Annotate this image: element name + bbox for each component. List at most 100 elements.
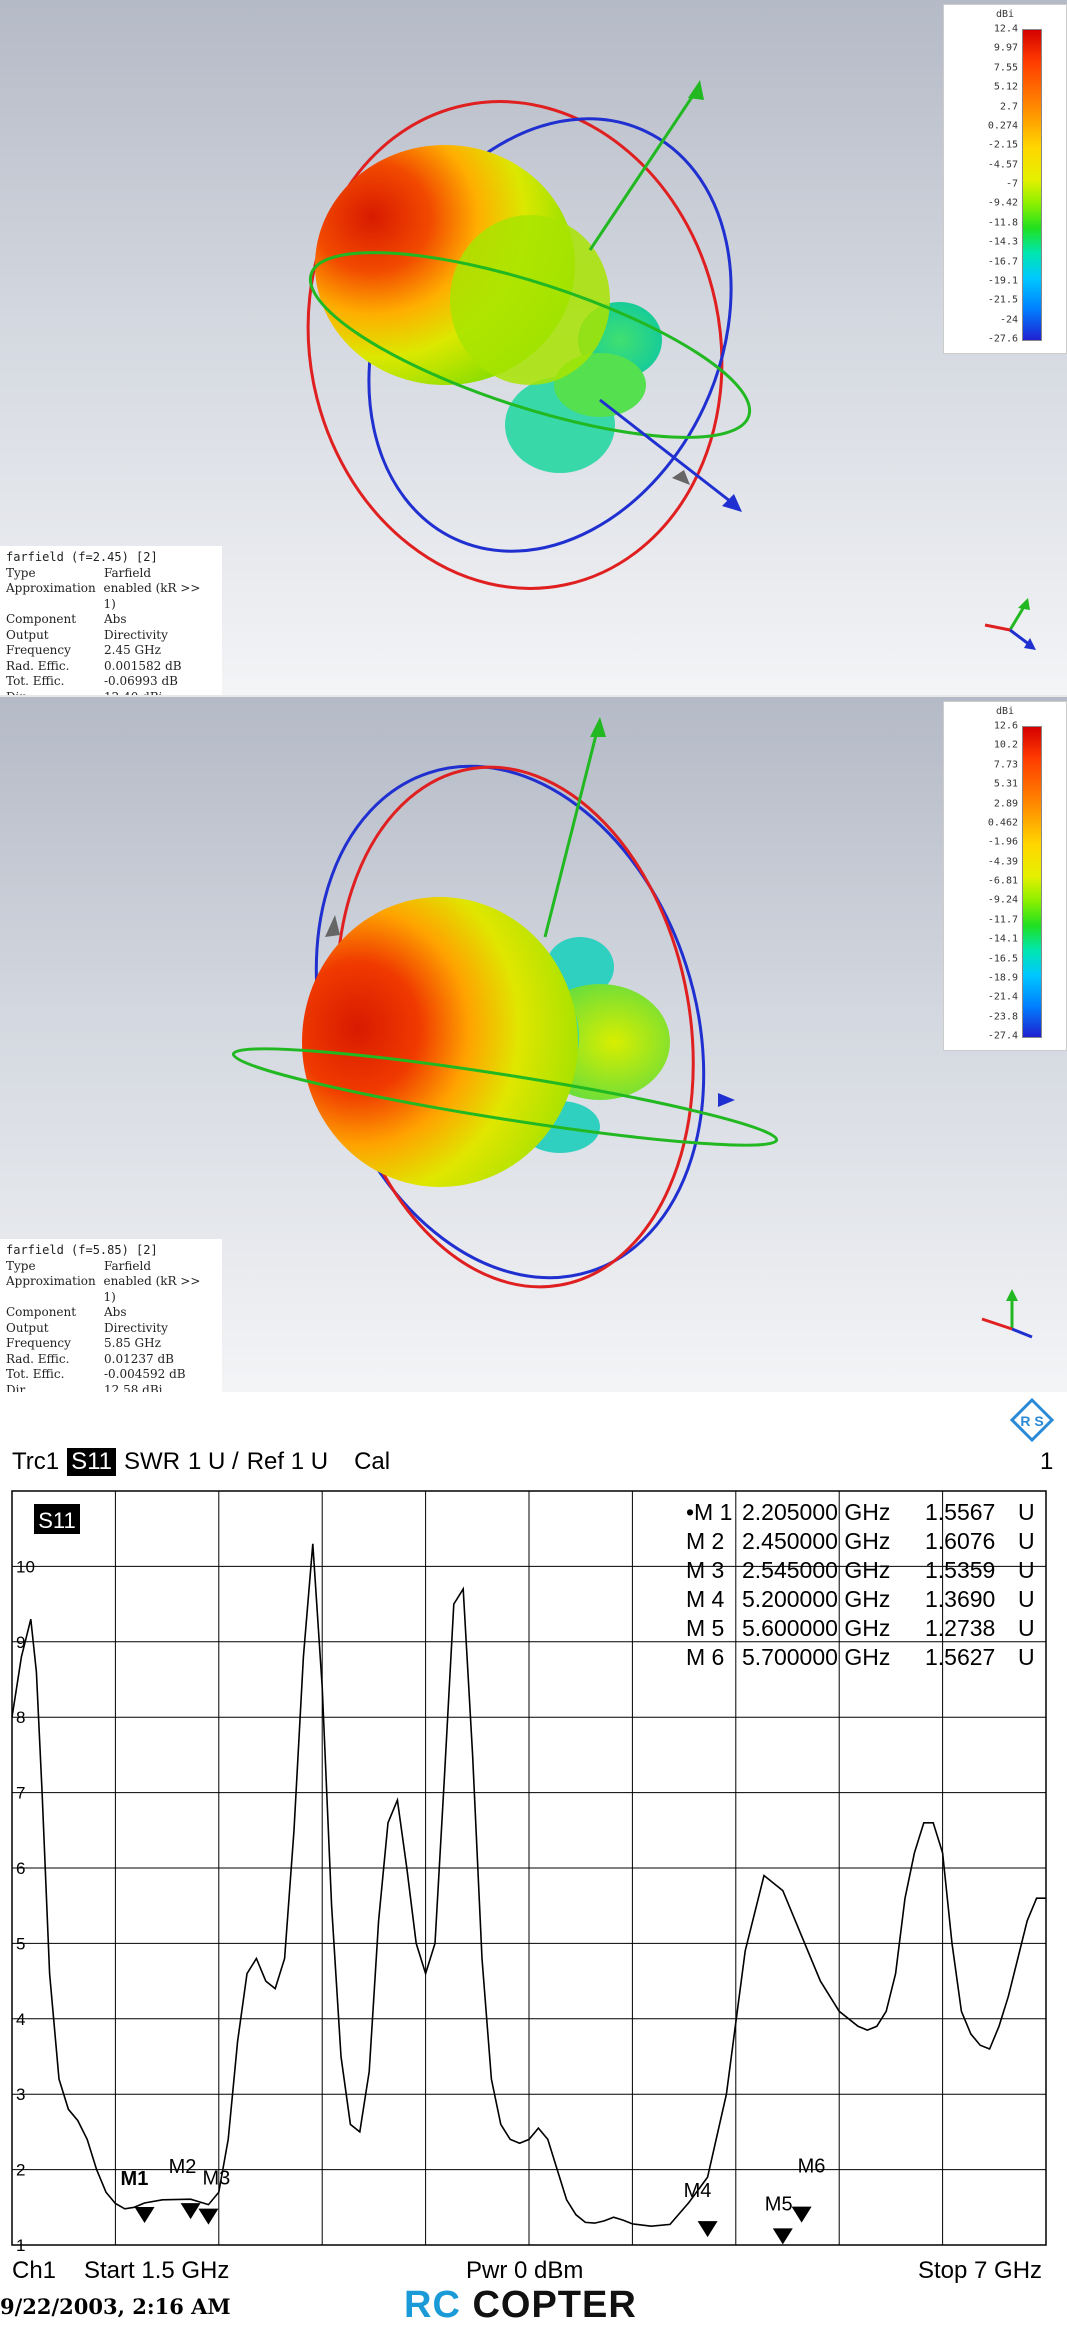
svg-text:R S: R S — [1020, 1413, 1043, 1429]
info-key: Type — [6, 565, 36, 580]
info-row: Dir.12.40 dBi — [6, 690, 216, 696]
info-value: 12.58 dBi — [104, 1382, 163, 1393]
trace-cal: Cal — [354, 1448, 391, 1475]
info-row: Type Farfield — [6, 1259, 216, 1275]
colorbar-tick-label: -1.96 — [987, 836, 1018, 848]
radiation-pattern-3d — [306, 80, 1036, 650]
footer-stop[interactable]: Stop 7 GHz — [918, 2257, 1043, 2284]
info-row: Approximation enabled (kR >> 1) — [6, 581, 216, 612]
green-axis-arrow — [543, 726, 600, 938]
info-value: 5.85 GHz — [104, 1336, 161, 1350]
farfield-info-box: farfield (f=2.45) [2] Type Farfield Approx… — [0, 546, 222, 695]
lobe-main — [302, 897, 578, 1187]
info-value: 12.40 dBi — [104, 690, 163, 696]
colorbar-tick-label: 0.274 — [987, 120, 1018, 132]
red-axis-ring — [306, 100, 724, 590]
trace-ref[interactable]: Ref 1 U — [246, 1448, 329, 1475]
colorbar-tick-label: -9.24 — [987, 894, 1018, 906]
vna-display — [0, 1392, 1067, 2340]
farfield-view-5-85ghz[interactable]: dBi 12.6 10.2 7.73 5.31 2.89 0.462 -1.96 -4.39 -… — [0, 697, 1067, 1392]
info-key: Component — [6, 612, 77, 626]
info-row: Frequency 2.45 GHz — [6, 643, 216, 659]
info-title: farfield (f=5.85) [2] — [6, 1243, 158, 1257]
info-row: Rad. Effic. 0.001582 dB — [6, 659, 216, 675]
colorbar-tick-label: -9.42 — [987, 197, 1018, 209]
info-value: Directivity — [104, 1320, 168, 1335]
colorbar-labels: 12.6 10.2 7.73 5.31 2.89 0.462 -1.96 -4.39 -6.81… — [944, 721, 1018, 1042]
info-row: Type Farfield — [6, 566, 216, 582]
footer-power[interactable]: Pwr 0 dBm — [466, 2257, 584, 2284]
info-value: Abs — [104, 612, 127, 626]
colorbar-tick-label: 2.89 — [993, 798, 1018, 809]
trace-parameter[interactable]: S11 — [67, 1448, 117, 1476]
colorbar-tick-label: -27.6 — [987, 333, 1018, 345]
info-key: Dir. — [6, 690, 104, 696]
info-key: Component — [6, 1305, 77, 1319]
info-value: Directivity — [104, 627, 168, 642]
colorbar-tick-label: -21.5 — [987, 294, 1018, 306]
lobe-side-3 — [554, 353, 646, 417]
colorbar-tick-label: 7.73 — [993, 759, 1018, 771]
colorbar-tick-label: -16.7 — [987, 256, 1018, 267]
footer-start[interactable]: Start 1.5 GHz — [84, 2257, 230, 2284]
info-value: Abs — [104, 1305, 127, 1319]
colorbar-tick-label: -11.8 — [987, 217, 1018, 229]
trace-scale[interactable]: 1 U / — [188, 1448, 239, 1475]
colorbar-tick-label: -18.9 — [987, 972, 1018, 984]
colorbar-tick-label: -6.81 — [987, 875, 1018, 887]
colorbar-tick-label: -4.39 — [987, 856, 1018, 868]
info-row: Tot. Effic. -0.004592 dB — [6, 1367, 216, 1383]
info-row: Dir. 12.58 dBi — [6, 1383, 216, 1393]
info-key: Rad. Effic. — [6, 658, 70, 673]
info-key: Approximation — [6, 1274, 96, 1288]
info-row: Rad. Effic. 0.01237 dB — [6, 1352, 216, 1368]
green-axis-ring — [308, 251, 752, 439]
colorbar-legend: dBi 12.4 9.97 7.55 5.12 2.7 0.274 -2.15 -4.57 -7… — [943, 4, 1067, 354]
colorbar-labels: 12.4 9.97 7.55 5.12 2.7 0.274 -2.15 -4.57 -7 -9.4… — [944, 24, 1018, 345]
info-title: farfield (f=2.45) [2] — [6, 550, 158, 564]
info-row: Output Directivity — [6, 628, 216, 644]
info-key: Rad. Effic. — [6, 1351, 70, 1366]
panel-separator — [0, 695, 1067, 697]
colorbar-tick-label: 10.2 — [993, 739, 1018, 751]
colorbar-tick-label: 12.6 — [993, 720, 1018, 732]
info-row: Tot. Effic. -0.06993 dB — [6, 674, 216, 690]
trace-header[interactable]: Trc1 S11 SWR 1 U / Ref 1 U Cal — [12, 1448, 390, 1476]
rohde-schwarz-logo-icon: R S — [1010, 1398, 1054, 1442]
info-key: Frequency — [6, 643, 71, 657]
info-rows: Type Farfield Approximation enabled (kR >> … — [6, 566, 216, 696]
info-value: 0.001582 dB — [104, 658, 182, 673]
info-row: Component Abs — [6, 612, 216, 628]
colorbar-tick-label: -24 — [999, 314, 1018, 326]
timestamp: 9/22/2003, 2:16 AM — [0, 2294, 231, 2319]
trace-name[interactable]: Trc1 — [12, 1448, 60, 1475]
colorbar-tick-label: 9.97 — [993, 42, 1018, 54]
info-key: Output — [6, 627, 49, 642]
colorbar-tick-label: 7.55 — [993, 62, 1018, 74]
info-value: -0.004592 dB — [104, 1367, 186, 1381]
green-axis-ring — [231, 1047, 779, 1147]
info-row: Approximation enabled (kR >> 1) — [6, 1274, 216, 1305]
green-axis-arrow — [588, 84, 702, 251]
info-row: Output Directivity — [6, 1321, 216, 1337]
footer-channel[interactable]: Ch1 — [12, 2257, 57, 2284]
info-value: -0.06993 dB — [104, 674, 178, 688]
info-value: enabled (kR >> 1) — [103, 1274, 201, 1304]
info-value: enabled (kR >> 1) — [103, 581, 201, 611]
colorbar-legend: dBi 12.6 10.2 7.73 5.31 2.89 0.462 -1.96 -4.39 -… — [943, 701, 1067, 1051]
colorbar-gradient — [1022, 726, 1042, 1038]
info-key: Dir. — [6, 1382, 28, 1393]
colorbar-tick-label: -11.7 — [987, 914, 1018, 926]
grey-axis-arrow — [325, 915, 340, 937]
info-key: Tot. Effic. — [6, 674, 65, 688]
colorbar-gradient — [1022, 29, 1042, 341]
colorbar-tick-label: 5.31 — [993, 778, 1018, 790]
channel-number: 1 — [1040, 1448, 1054, 1475]
brand-watermark: RC COPTER — [404, 2284, 637, 2326]
colorbar-tick-label: -2.15 — [987, 139, 1018, 151]
radiation-pattern-3d — [231, 717, 1033, 1339]
axes-triad-icon — [984, 598, 1036, 650]
info-value: 2.45 GHz — [104, 643, 161, 657]
trace-format[interactable]: SWR — [124, 1448, 181, 1475]
farfield-view-2-45ghz[interactable]: dBi 12.4 9.97 7.55 5.12 2.7 0.274 -2.15 -4.57 -7… — [0, 0, 1067, 695]
